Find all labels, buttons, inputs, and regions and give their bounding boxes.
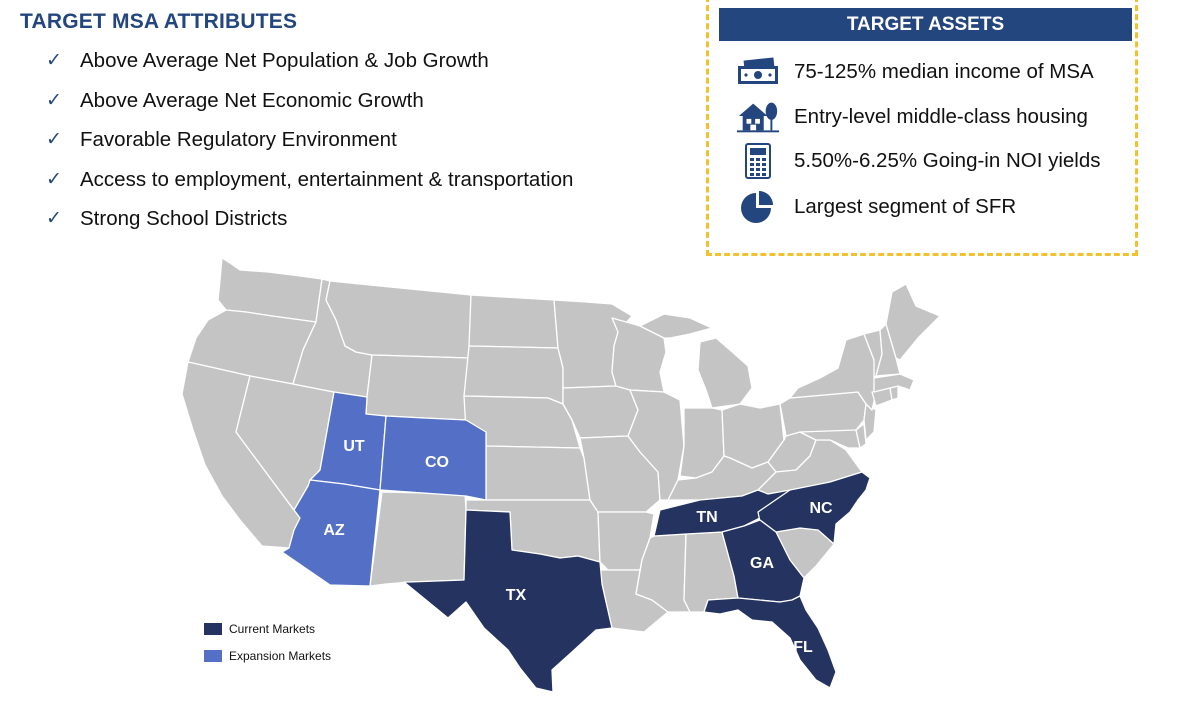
asset-text: 5.50%-6.25% Going-in NOI yields: [794, 149, 1101, 172]
house-icon: [736, 99, 780, 135]
attributes-title: TARGET MSA ATTRIBUTES: [20, 10, 298, 33]
legend-swatch-current: [204, 623, 222, 635]
state-ks: [485, 445, 591, 501]
state-nd: [468, 294, 559, 349]
state-label-fl: FL: [793, 639, 813, 656]
state-ma: [873, 373, 915, 393]
state-labels: TX TN NC GA FL UT CO AZ: [323, 438, 833, 656]
legend-swatch-expansion: [204, 650, 222, 662]
attributes-list: ✓ Above Average Net Population & Job Grow…: [46, 49, 573, 247]
check-icon: ✓: [46, 89, 62, 111]
state-sd: [463, 345, 564, 405]
target-assets-title: TARGET ASSETS: [719, 8, 1132, 41]
state-label-ut: UT: [343, 438, 365, 455]
attribute-text: Strong School Districts: [80, 207, 288, 230]
state-nc: [757, 471, 871, 545]
state-mi-up: [639, 313, 713, 339]
asset-text: Entry-level middle-class housing: [794, 105, 1088, 128]
state-me: [885, 283, 941, 361]
attribute-text: Above Average Net Economic Growth: [80, 88, 424, 112]
state-de: [855, 423, 867, 449]
state-il: [627, 389, 685, 501]
state-fl: [703, 595, 837, 689]
state-nj: [863, 403, 877, 441]
state-tx: [403, 509, 613, 693]
legend-current: Current Markets: [204, 622, 315, 636]
check-icon: ✓: [46, 208, 62, 229]
attribute-text: Favorable Regulatory Environment: [80, 128, 397, 151]
asset-item: Largest segment of SFR: [736, 189, 1016, 225]
target-assets-box: [706, 0, 1138, 256]
state-label-co: CO: [425, 454, 449, 471]
state-label-ga: GA: [750, 555, 774, 572]
state-wy: [365, 354, 470, 421]
state-label-tn: TN: [696, 509, 717, 526]
asset-item: 5.50%-6.25% Going-in NOI yields: [736, 143, 1101, 179]
check-icon: ✓: [46, 168, 62, 190]
asset-item: 75-125% median income of MSA: [736, 54, 1094, 90]
attribute-text: Above Average Net Population & Job Growt…: [80, 49, 489, 72]
state-az: [281, 479, 381, 587]
attribute-item: ✓ Strong School Districts: [46, 207, 573, 247]
attribute-item: ✓ Favorable Regulatory Environment: [46, 128, 573, 168]
state-label-tx: TX: [506, 587, 527, 604]
state-label-nc: NC: [809, 500, 833, 517]
base-states: [181, 257, 941, 633]
asset-text: 75-125% median income of MSA: [794, 60, 1094, 83]
state-pa: [779, 391, 867, 437]
check-icon: ✓: [46, 129, 62, 150]
state-nm: [369, 491, 467, 587]
highlighted-states: [281, 391, 871, 693]
attribute-item: ✓ Above Average Net Population & Job Grow…: [46, 49, 573, 89]
asset-text: Largest segment of SFR: [794, 195, 1017, 218]
legend-current-label: Current Markets: [229, 622, 316, 636]
pie-chart-icon: [736, 189, 780, 225]
check-icon: ✓: [46, 50, 62, 71]
calculator-icon: [736, 143, 780, 179]
attribute-text: Access to employment, entertainment & tr…: [80, 167, 574, 191]
state-co: [379, 415, 487, 501]
state-mt: [325, 280, 472, 359]
state-label-az: AZ: [323, 522, 345, 539]
money-icon: [736, 54, 780, 90]
asset-item: Entry-level middle-class housing: [736, 99, 1088, 135]
legend-expansion: Expansion Markets: [204, 649, 331, 663]
attribute-item: ✓ Access to employment, entertainment & t…: [46, 168, 573, 208]
state-mi: [697, 337, 753, 409]
attribute-item: ✓ Above Average Net Economic Growth: [46, 89, 573, 129]
legend-expansion-label: Expansion Markets: [229, 649, 332, 663]
state-ga: [721, 519, 805, 603]
